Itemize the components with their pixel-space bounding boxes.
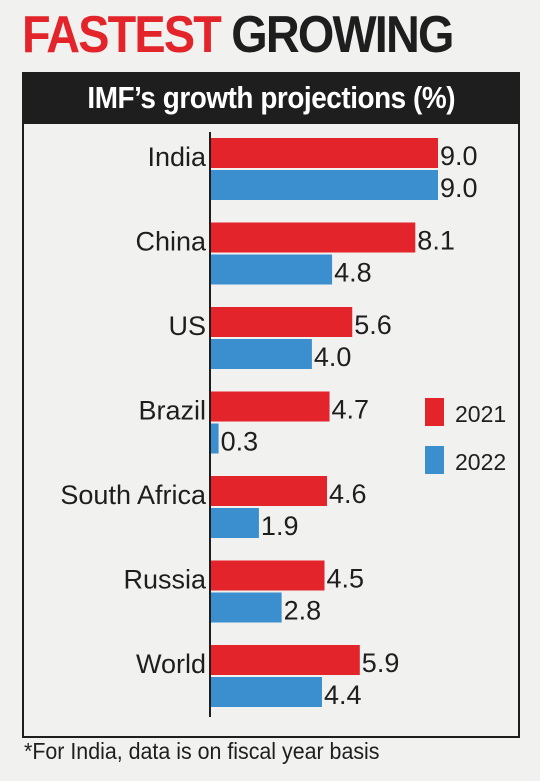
bar-2022 <box>211 170 438 200</box>
bar-2022 <box>211 254 333 285</box>
bar-2022 <box>211 423 219 454</box>
data-label-2021: 5.9 <box>362 648 400 678</box>
bar-2021 <box>211 307 353 337</box>
headline-part-1: FASTEST <box>22 6 222 64</box>
chart-frame <box>22 124 520 736</box>
category-label: India <box>147 142 207 172</box>
subtitle-bar: IMF’s growth projections (%) <box>22 72 520 124</box>
legend-label-2022: 2022 <box>455 449 506 475</box>
category-label: US <box>168 311 206 341</box>
bar-2021 <box>211 138 438 168</box>
legend-swatch-2021 <box>425 398 444 426</box>
bar-2022 <box>211 592 282 623</box>
data-label-2022: 0.3 <box>221 427 259 457</box>
bar-2021 <box>211 560 325 591</box>
bar-2021 <box>211 476 328 506</box>
bar-2022 <box>211 677 322 707</box>
data-label-2021: 8.1 <box>417 226 455 256</box>
category-label: World <box>136 649 206 679</box>
bar-2021 <box>211 645 360 675</box>
data-label-2021: 4.6 <box>329 479 367 509</box>
bar-2022 <box>211 508 259 538</box>
bar-2022 <box>211 339 312 369</box>
subtitle: IMF’s growth projections (%) <box>87 80 455 115</box>
footnote: *For India, data is on fiscal year basis <box>24 738 380 764</box>
data-label-2021: 4.5 <box>327 564 365 594</box>
headline-part-2: GROWING <box>231 6 454 64</box>
category-label: South Africa <box>60 480 207 510</box>
data-label-2022: 9.0 <box>440 173 478 203</box>
category-label: Russia <box>123 565 207 595</box>
data-label-2022: 4.8 <box>334 258 372 288</box>
data-label-2022: 2.8 <box>284 596 322 626</box>
data-label-2022: 4.4 <box>324 680 362 710</box>
legend-swatch-2022 <box>425 446 444 474</box>
bar-2021 <box>211 222 416 253</box>
legend-label-2021: 2021 <box>455 401 506 427</box>
category-label: Brazil <box>138 396 206 426</box>
category-label: China <box>135 227 207 257</box>
headline: FASTEST GROWING <box>22 4 454 66</box>
data-label-2021: 5.6 <box>354 310 392 340</box>
footnote-divider <box>22 736 520 738</box>
data-label-2021: 9.0 <box>440 141 478 171</box>
data-label-2021: 4.7 <box>332 395 370 425</box>
data-label-2022: 1.9 <box>261 511 299 541</box>
bar-chart: India 9.09.0 China 8.1 4.8 US 5.64.0 Brazil 4.7 0… <box>60 132 506 717</box>
bar-2021 <box>211 391 330 422</box>
data-label-2022: 4.0 <box>314 342 352 372</box>
